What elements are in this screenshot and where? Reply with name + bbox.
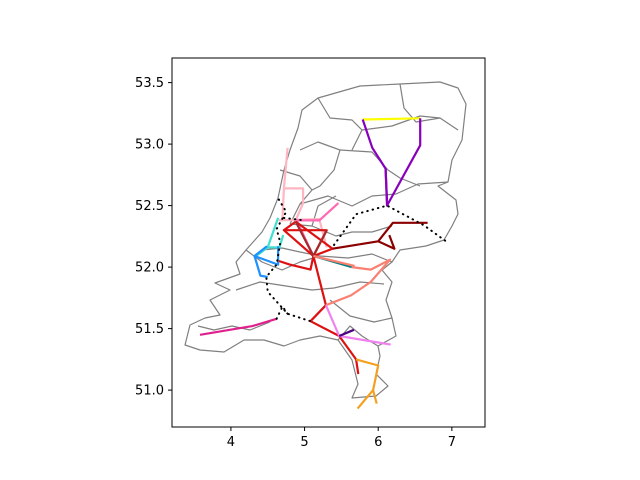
dotted-route-line: [265, 198, 312, 323]
route-line: [253, 245, 268, 278]
dotted-route-line: [282, 216, 306, 222]
route-line: [325, 258, 392, 307]
ijsselmeer-shore: [299, 141, 341, 191]
route-line: [332, 221, 428, 250]
country-outline: [184, 81, 467, 399]
province-border: [299, 181, 449, 207]
province-border: [261, 247, 393, 263]
province-border: [245, 249, 321, 271]
province-border: [329, 299, 393, 323]
x-tick-label: 5: [300, 435, 308, 450]
dotted-route-line: [275, 305, 289, 320]
route-line: [283, 187, 305, 221]
route-line: [384, 168, 389, 201]
y-tick-label: 51.0: [135, 384, 164, 399]
route-line: [281, 147, 289, 218]
x-tick-label: 4: [227, 435, 235, 450]
y-tick-label: 53.5: [135, 76, 164, 91]
route-line: [267, 234, 285, 249]
province-border: [317, 97, 363, 131]
route-line: [324, 304, 391, 346]
route-line: [361, 118, 422, 207]
route-line: [355, 358, 380, 404]
province-border: [197, 321, 271, 331]
route-line: [356, 389, 374, 410]
route-line: [199, 317, 277, 336]
route-line: [254, 246, 280, 266]
route-line: [278, 220, 315, 271]
route-line: [338, 328, 355, 338]
route-line: [309, 255, 360, 375]
route-lines: [199, 117, 447, 410]
x-tick-label: 6: [374, 435, 382, 450]
route-line: [313, 254, 355, 267]
axes-frame: [171, 57, 486, 428]
y-tick-label: 53.0: [135, 138, 164, 153]
plot-axes: 4 5 6 7 51.0 51.5 52.0 52.5 53.0 53.5: [135, 57, 486, 450]
x-tick-label: 7: [448, 435, 456, 450]
province-border: [339, 149, 421, 187]
route-line: [362, 117, 421, 121]
route-line: [377, 234, 396, 250]
route-line: [295, 202, 340, 222]
y-tick-label: 51.5: [135, 322, 164, 337]
province-border: [351, 115, 459, 151]
dotted-route-line: [333, 204, 447, 246]
province-border: [311, 195, 337, 227]
province-border: [235, 281, 385, 291]
province-border: [289, 223, 393, 237]
province-border: [399, 83, 441, 123]
y-tick-label: 52.0: [135, 261, 164, 276]
y-tick-label: 52.5: [135, 199, 164, 214]
